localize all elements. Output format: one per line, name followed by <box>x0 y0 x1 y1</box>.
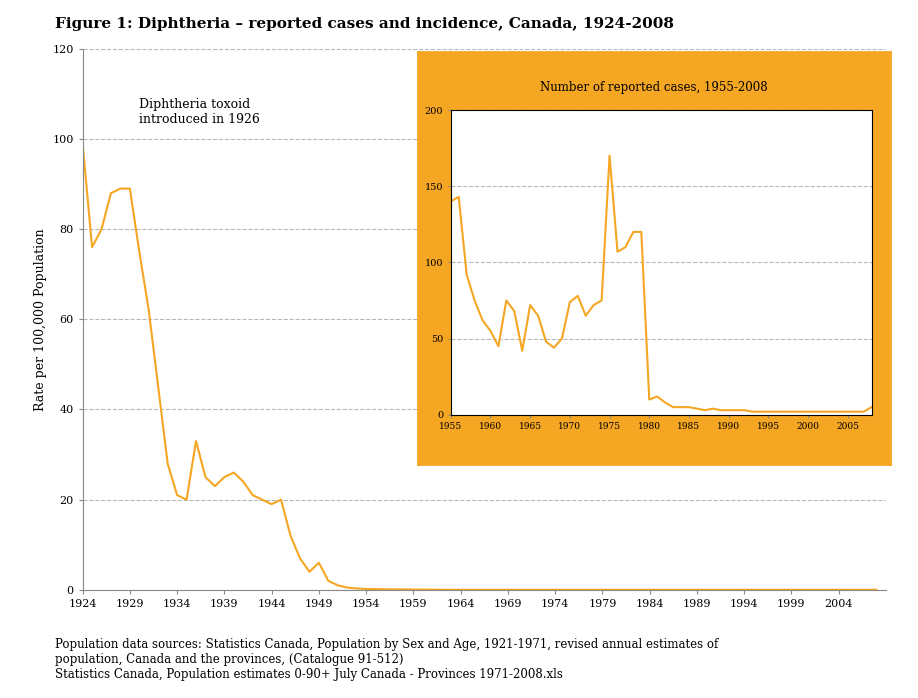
Text: Number of reported cases, 1955-2008: Number of reported cases, 1955-2008 <box>541 81 767 94</box>
Text: Diphtheria toxoid
introduced in 1926: Diphtheria toxoid introduced in 1926 <box>139 98 260 126</box>
Y-axis label: Rate per 100,000 Population: Rate per 100,000 Population <box>34 228 47 410</box>
Text: Figure 1: Diphtheria – reported cases and incidence, Canada, 1924-2008: Figure 1: Diphtheria – reported cases an… <box>55 17 674 31</box>
Text: Population data sources: Statistics Canada, Population by Sex and Age, 1921-1971: Population data sources: Statistics Cana… <box>55 637 718 681</box>
